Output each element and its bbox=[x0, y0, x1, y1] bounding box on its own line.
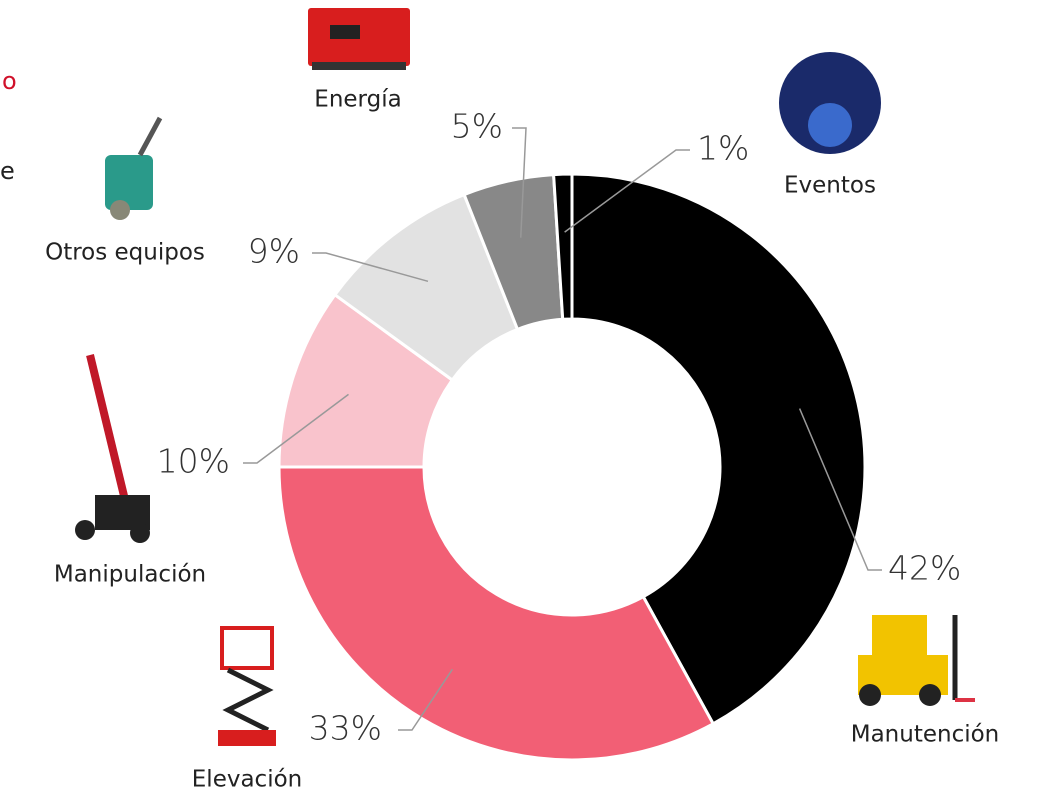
category-label: Elevación bbox=[192, 767, 302, 793]
value-label: 33% bbox=[309, 709, 382, 748]
leader-line bbox=[512, 127, 527, 238]
leader-line bbox=[243, 393, 349, 464]
icon-elevacion bbox=[218, 626, 276, 746]
donut-slice bbox=[277, 465, 716, 762]
icon-manutencion bbox=[858, 615, 975, 706]
value-label: 5% bbox=[451, 107, 503, 146]
donut-slice bbox=[552, 172, 574, 321]
leader-line bbox=[564, 149, 690, 233]
category-label: Otros equipos bbox=[45, 240, 205, 266]
category-label: Manutención bbox=[851, 722, 1000, 748]
leader-line bbox=[798, 408, 882, 571]
leader-line bbox=[312, 252, 429, 283]
value-label: 1% bbox=[697, 129, 749, 168]
side-text: e bbox=[0, 157, 15, 185]
leader-line bbox=[398, 668, 453, 731]
icon-manipulacion bbox=[75, 354, 150, 543]
donut-slice bbox=[570, 172, 867, 726]
category-label: Manipulación bbox=[54, 562, 206, 588]
value-label: 9% bbox=[248, 232, 300, 271]
side-text: o bbox=[2, 67, 17, 95]
icon-otros bbox=[105, 116, 163, 220]
icon-energia bbox=[308, 8, 410, 70]
category-label: Eventos bbox=[784, 173, 876, 199]
category-label: Energía bbox=[314, 87, 401, 113]
value-label: 42% bbox=[888, 549, 961, 588]
icon-eventos bbox=[779, 52, 881, 154]
value-label: 10% bbox=[157, 442, 230, 481]
